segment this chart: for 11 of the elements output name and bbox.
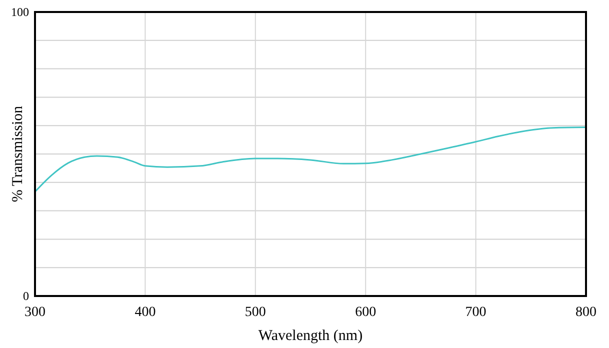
x-tick-label: 300 <box>24 305 46 320</box>
x-tick-label: 800 <box>576 305 596 320</box>
x-axis-title: Wavelength (nm) <box>258 328 363 344</box>
y-tick-label: 100 <box>11 5 29 20</box>
line-series <box>34 126 587 193</box>
y-tick-label: 0 <box>23 289 29 304</box>
y-axis-title: % Transmission <box>10 105 26 202</box>
x-tick-label: 500 <box>244 305 266 320</box>
x-tick-label: 400 <box>134 305 156 320</box>
x-tick-label: 700 <box>465 305 486 320</box>
x-tick-label: 600 <box>355 305 376 320</box>
